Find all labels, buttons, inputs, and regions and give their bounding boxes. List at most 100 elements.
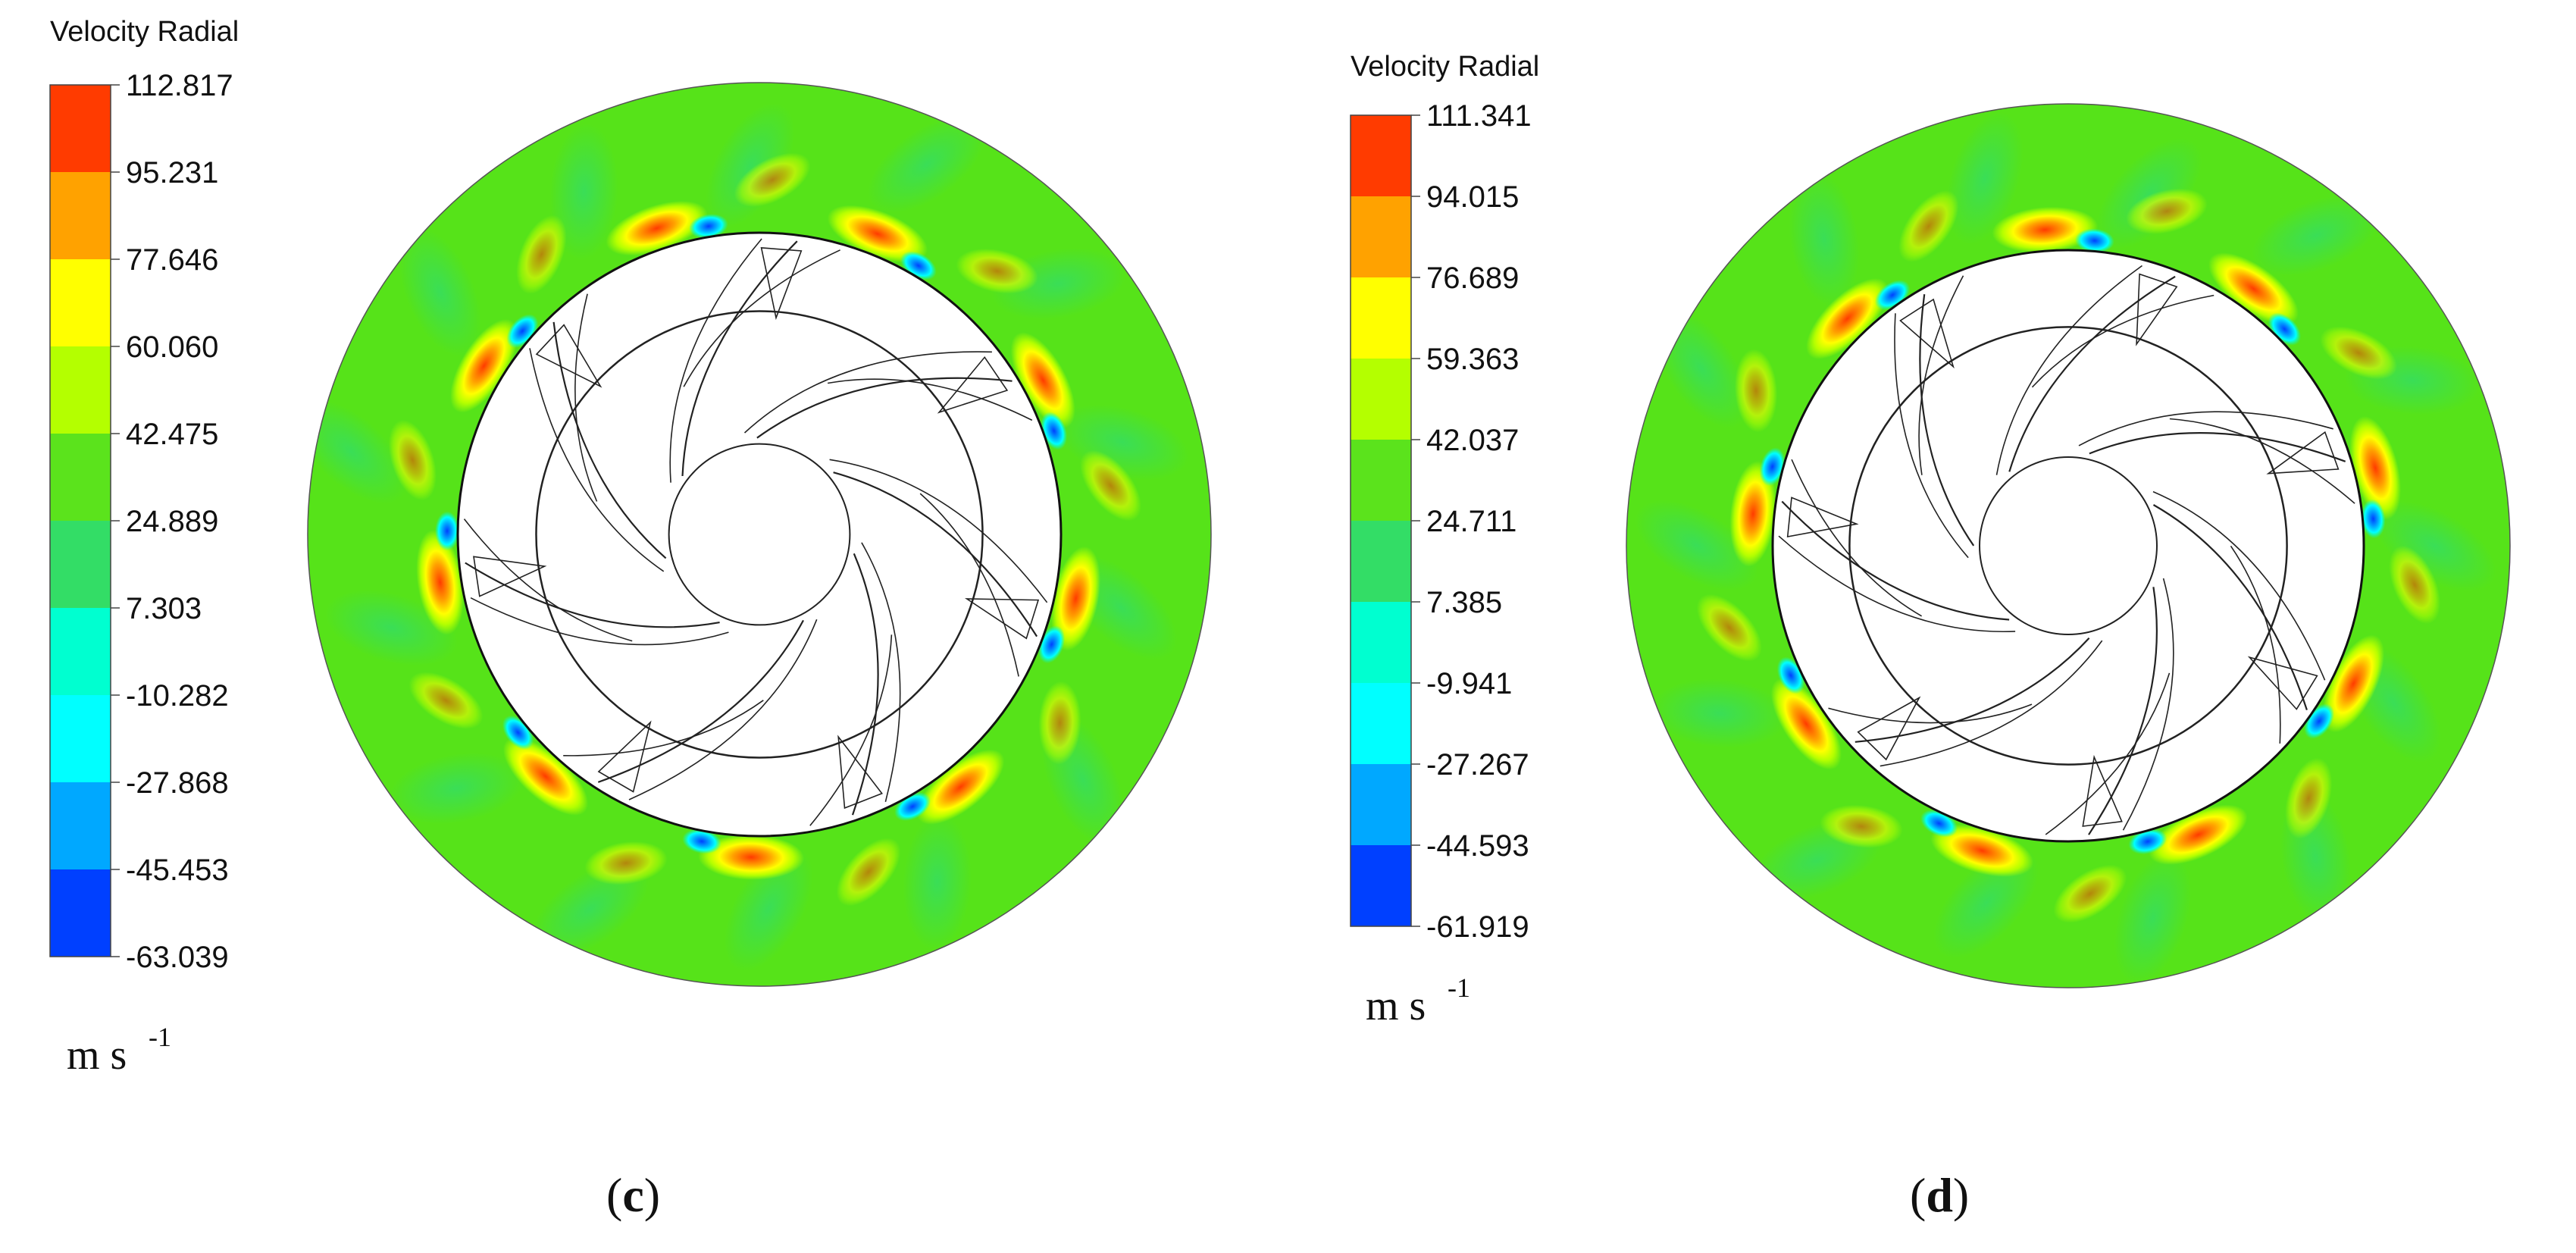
splitter-blade [574, 293, 598, 502]
colorbar-segment [1351, 521, 1411, 603]
splitter-blade [463, 518, 633, 642]
guide-vane [597, 720, 652, 793]
tick-label: 95.231 [126, 156, 218, 190]
jet-contour [516, 215, 567, 294]
splitter-blade [2169, 418, 2355, 504]
splitter-blade [809, 634, 893, 826]
main-blade-edge [829, 459, 1048, 603]
volute-outline [1626, 103, 2511, 988]
main-blade-edge [861, 542, 901, 802]
main-blade [2088, 587, 2158, 835]
colorbar-segment [50, 346, 111, 434]
guide-vane [2247, 656, 2318, 710]
colorbar-segment [1351, 440, 1411, 522]
splitter-blade [1791, 459, 1923, 617]
tick-label: -27.868 [126, 766, 229, 800]
guide-vane [937, 356, 1009, 414]
guide-vane [760, 247, 803, 321]
jet-contour [2149, 804, 2248, 865]
main-blade-edge [1778, 535, 2016, 633]
jet-contour [388, 419, 437, 501]
unit-exponent: -1 [1448, 973, 1470, 1003]
tick-label: 94.015 [1426, 180, 1519, 214]
main-blade-edge [2152, 490, 2326, 681]
tick-label: 112.817 [126, 69, 233, 102]
contour-plot-c [307, 82, 1212, 987]
wake-contour [1635, 500, 1758, 590]
jet-contour [1992, 206, 2099, 253]
colorbar-segment [50, 608, 111, 696]
jet-contour [836, 838, 901, 907]
tick-label: -44.593 [1426, 829, 1529, 863]
wake-contour [2114, 852, 2192, 985]
unit-label: m s -1 [1366, 973, 1470, 1029]
colorbar-segment [50, 259, 111, 347]
wake-contour [389, 753, 524, 825]
main-blade [2152, 504, 2308, 710]
tick-label: -61.919 [1426, 910, 1529, 944]
guide-vane [2082, 754, 2123, 827]
velocity-contours [1635, 112, 2496, 985]
legend-d: Velocity Radial 111.341 94.015 76.689 59.36… [1350, 51, 1539, 1029]
colorbar-segment [1351, 764, 1411, 846]
colorbar-segment [1351, 277, 1411, 359]
main-blade-edge [669, 238, 762, 483]
main-blade [851, 553, 879, 816]
main-blade-edge [2122, 578, 2174, 831]
jet-contour [916, 749, 1005, 825]
main-blade-edge [743, 351, 992, 434]
jet-contour [2053, 864, 2127, 923]
main-blade [681, 240, 798, 477]
colorbar-segment [50, 172, 111, 260]
guide-vane [2266, 431, 2340, 475]
tick-label: -9.941 [1426, 667, 1512, 700]
wake-contour [549, 124, 618, 260]
impeller-blades [1778, 265, 2355, 835]
hub-circle [1979, 456, 2158, 635]
volute-outline [307, 82, 1212, 987]
colorbar-segment [50, 869, 111, 957]
panel-letter: c [622, 1168, 643, 1222]
jet-contour [1729, 461, 1776, 567]
wake-contour [724, 846, 813, 971]
wake-contour [2251, 195, 2381, 276]
jet-contour [502, 737, 589, 816]
main-blade [1855, 637, 2090, 743]
wake-contour [2096, 138, 2202, 249]
splitter-blade [2031, 294, 2214, 388]
jet-contour [1010, 332, 1075, 428]
main-blade-edge [1894, 313, 1969, 559]
jet-contour [2126, 188, 2208, 234]
tick-label: 24.711 [1426, 505, 1516, 538]
colorbar [49, 84, 111, 957]
wake-contour [399, 227, 481, 357]
main-blade [833, 471, 1038, 637]
reverse-flow-contour [682, 829, 721, 854]
wake-contour [1651, 678, 1788, 748]
tick-label: 60.060 [126, 330, 218, 364]
guide-vane [535, 324, 603, 388]
main-blade-edge [529, 348, 665, 572]
main-blade [597, 619, 804, 783]
tick-label: 111.341 [1426, 99, 1532, 133]
jet-contour [1770, 678, 1842, 770]
impeller-domain [1771, 249, 2365, 843]
colorbar-segment [1351, 602, 1411, 684]
jet-contour [827, 205, 928, 263]
panel-d: Velocity Radial 111.341 94.015 76.689 59.36… [1350, 51, 2511, 1222]
reverse-flow-contour [2074, 228, 2114, 253]
unit-text: m s [67, 1032, 127, 1079]
splitter-blade [2045, 672, 2171, 835]
wake-contour [2373, 500, 2496, 592]
jet-contour [1050, 546, 1101, 651]
guide-vane [1857, 696, 1921, 761]
main-blade [552, 321, 667, 559]
main-blade [1781, 500, 2010, 621]
reverse-flow-contour [2361, 499, 2386, 539]
tick-label: -63.039 [126, 941, 229, 974]
contour-plot-d [1626, 103, 2511, 988]
unit-text: m s [1366, 982, 1426, 1029]
impeller-blades [463, 238, 1048, 826]
main-blade [2089, 432, 2346, 462]
